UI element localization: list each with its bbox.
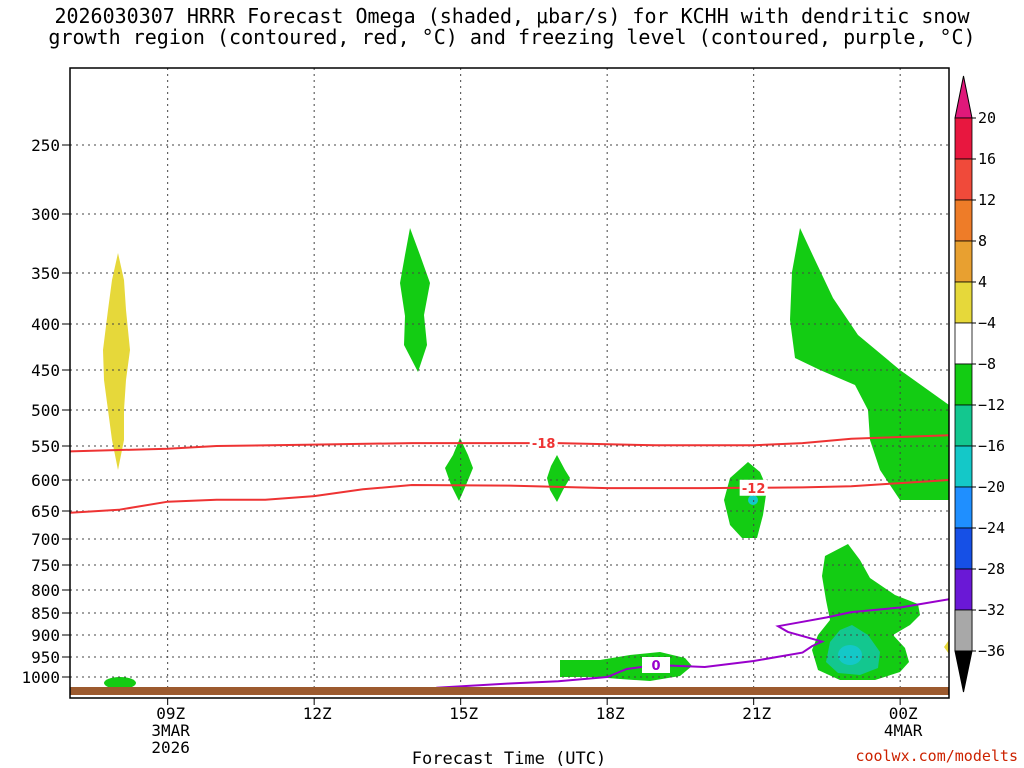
omega-yellow-region-1: [103, 253, 130, 470]
omega-shading: [103, 228, 949, 689]
y-tick-label: 400: [31, 315, 60, 334]
x-tick-date-label: 3MAR: [151, 721, 190, 740]
omega-green-region-1: [400, 228, 430, 372]
y-axis: 250 300 350 400 450 500 550 600 650 700 750 800 850 9…: [21, 136, 70, 687]
colorbar-swatch: [954, 486, 973, 529]
colorbar-label: 12: [978, 191, 996, 209]
x-tick-label: 15Z: [449, 704, 478, 723]
x-tick-label: 18Z: [596, 704, 625, 723]
colorbar-bottom-arrow: [954, 650, 973, 693]
x-tick-year-label: 2026: [151, 738, 190, 757]
colorbar-top-arrow: [954, 75, 973, 119]
isotherm-1-label: -18: [532, 437, 556, 452]
isotherm-1-label-bg: [529, 435, 558, 452]
grid-lines: [70, 68, 949, 698]
freezing-level-line: [436, 598, 949, 689]
colorbar-swatch: [954, 322, 973, 365]
omega-cyan-region-6: [838, 645, 862, 665]
freezing-level-label: 0: [651, 659, 660, 674]
omega-green-region-8: [104, 677, 136, 689]
isotherm-2-label: -12: [742, 482, 766, 497]
colorbar-label: 16: [978, 150, 996, 168]
colorbar: 20 16 12 8 4 −4 −8 −12 −16 −20 −24 −28 −32 −36: [954, 75, 1005, 693]
credit-text: coolwx.com/modelts: [855, 747, 1018, 765]
isotherm-2-line: [70, 479, 949, 514]
x-tick-label: 00Z: [889, 704, 918, 723]
colorbar-swatch: [954, 404, 973, 447]
colorbar-label: −36: [978, 642, 1005, 660]
omega-green-region-2: [445, 438, 473, 501]
colorbar-swatch: [954, 363, 973, 406]
y-tick-label: 650: [31, 502, 60, 521]
y-tick-label: 300: [31, 205, 60, 224]
chart-title: 2026030307 HRRR Forecast Omega (shaded, …: [0, 6, 1024, 48]
omega-green-region-4: [724, 462, 767, 538]
y-tick-label: 750: [31, 556, 60, 575]
colorbar-label: −4: [978, 314, 996, 332]
y-tick-label: 900: [31, 626, 60, 645]
omega-green-region-5: [790, 228, 949, 500]
y-tick-label: 700: [31, 530, 60, 549]
y-tick-label: 600: [31, 471, 60, 490]
omega-cyan-spot-1: [748, 495, 758, 505]
y-tick-label: 800: [31, 581, 60, 600]
title-line-2: growth region (contoured, red, °C) and f…: [48, 25, 976, 49]
colorbar-label: 8: [978, 232, 987, 250]
y-tick-label: 950: [31, 648, 60, 667]
isotherm-2-label-bg: [739, 479, 768, 496]
omega-green-region-3: [547, 455, 570, 502]
colorbar-label: −32: [978, 601, 1005, 619]
colorbar-label: 4: [978, 273, 987, 291]
colorbar-swatch: [954, 281, 973, 324]
colorbar-swatch: [954, 240, 973, 283]
colorbar-label: 20: [978, 109, 996, 127]
plot-frame: [69, 67, 950, 699]
colorbar-label: −16: [978, 437, 1005, 455]
colorbar-swatch: [954, 158, 973, 201]
colorbar-label: −8: [978, 355, 996, 373]
title-line-1: 2026030307 HRRR Forecast Omega (shaded, …: [54, 4, 970, 28]
x-tick-label: 09Z: [156, 704, 185, 723]
x-tick-label: 21Z: [742, 704, 771, 723]
x-tick-date-label: 4MAR: [884, 721, 923, 740]
y-tick-label: 250: [31, 136, 60, 155]
isotherm-1-line: [70, 434, 949, 453]
y-tick-label: 450: [31, 361, 60, 380]
omega-yellow-region-edge: [944, 640, 949, 654]
terrain-strip: [70, 687, 949, 695]
y-tick-label: 500: [31, 401, 60, 420]
x-axis-label: Forecast Time (UTC): [412, 749, 606, 768]
colorbar-swatch: [954, 199, 973, 242]
y-tick-label: 550: [31, 437, 60, 456]
colorbar-swatch: [954, 568, 973, 611]
y-tick-label: 1000: [21, 668, 60, 687]
isotherm-contours: -18 -12 0: [70, 434, 949, 689]
x-tick-label: 12Z: [303, 704, 332, 723]
colorbar-label: −12: [978, 396, 1005, 414]
colorbar-label: −20: [978, 478, 1005, 496]
colorbar-swatch: [954, 527, 973, 570]
colorbar-swatch: [954, 117, 973, 160]
y-tick-label: 850: [31, 604, 60, 623]
colorbar-label: −24: [978, 519, 1005, 537]
colorbar-swatch: [954, 445, 973, 488]
colorbar-label: −28: [978, 560, 1005, 578]
colorbar-swatch: [954, 609, 973, 652]
y-tick-label: 350: [31, 264, 60, 283]
freezing-level-label-bg: [642, 657, 670, 673]
